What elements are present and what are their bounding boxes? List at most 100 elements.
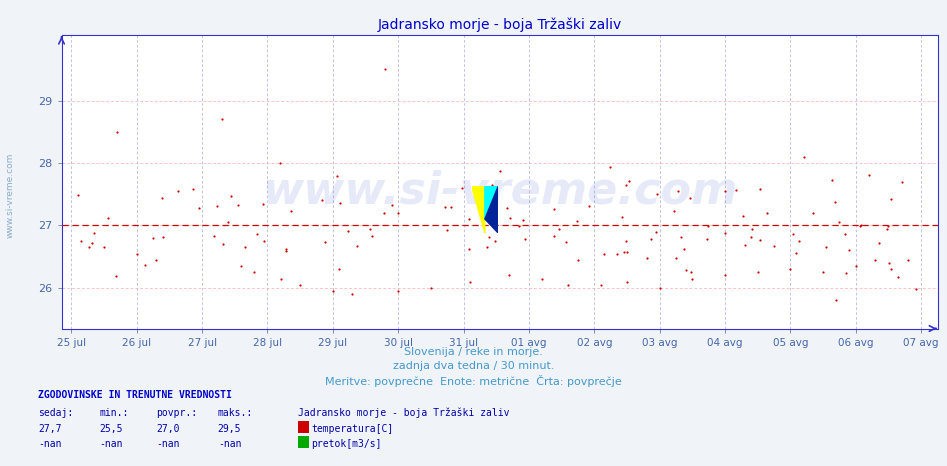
Point [502, 215, 517, 222]
Point [738, 241, 753, 248]
Point [670, 187, 686, 195]
Point [71, 191, 86, 199]
Point [170, 187, 186, 195]
Point [717, 229, 732, 237]
Point [155, 233, 170, 240]
Point [325, 288, 340, 295]
Text: www.si-vreme.com: www.si-vreme.com [6, 153, 15, 239]
Point [129, 250, 144, 257]
Point [376, 210, 391, 217]
Point [515, 217, 530, 224]
Point [908, 285, 923, 293]
Point [250, 230, 265, 238]
Point [581, 203, 597, 210]
Point [766, 242, 781, 250]
Point [621, 177, 636, 185]
Point [884, 266, 899, 273]
Point [488, 237, 503, 245]
Point [485, 181, 500, 189]
Point [610, 251, 625, 258]
Point [829, 296, 844, 303]
Point [667, 207, 682, 215]
Point [718, 272, 733, 279]
Point [685, 275, 700, 282]
Point [792, 238, 807, 245]
Point [330, 172, 345, 180]
Point [728, 186, 743, 193]
Point [676, 245, 691, 253]
Point [455, 185, 470, 192]
Point [220, 219, 235, 226]
Point [736, 212, 751, 219]
Point [619, 238, 634, 245]
Point [230, 201, 245, 209]
Point [842, 246, 857, 254]
Point [215, 240, 230, 247]
Point [97, 244, 112, 251]
Point [570, 218, 585, 225]
Point [901, 256, 916, 264]
Text: maks.:: maks.: [218, 408, 253, 418]
Polygon shape [485, 186, 498, 219]
Point [684, 268, 699, 275]
Point [247, 268, 262, 276]
Point [819, 244, 834, 251]
Point [616, 248, 632, 255]
Text: 29,5: 29,5 [218, 425, 241, 434]
Point [652, 284, 668, 292]
Point [673, 233, 688, 240]
Point [783, 266, 798, 273]
Point [108, 272, 123, 280]
Point [546, 232, 562, 240]
Text: 27,7: 27,7 [38, 425, 62, 434]
Point [278, 247, 294, 255]
Point [317, 238, 332, 246]
Text: min.:: min.: [99, 408, 129, 418]
Point [293, 281, 308, 288]
Point [880, 226, 895, 233]
Point [273, 275, 288, 282]
Point [881, 259, 896, 267]
Text: temperatura[C]: temperatura[C] [312, 425, 394, 434]
Point [788, 249, 803, 257]
Point [331, 266, 347, 273]
Point [650, 190, 665, 198]
Point [699, 235, 714, 243]
Text: -nan: -nan [38, 439, 62, 449]
Point [100, 214, 116, 222]
Point [363, 225, 378, 232]
Point [602, 164, 617, 171]
Point [238, 243, 253, 250]
Point [618, 181, 634, 188]
Point [384, 202, 400, 209]
Point [284, 208, 299, 215]
Point [209, 202, 224, 209]
Title: Jadransko morje - boja Tržaški zaliv: Jadransko morje - boja Tržaški zaliv [378, 18, 621, 33]
Point [815, 268, 831, 276]
Point [881, 223, 896, 230]
Point [546, 206, 562, 213]
Point [743, 233, 759, 241]
Point [805, 209, 820, 216]
Point [752, 237, 767, 244]
Point [894, 178, 909, 185]
Point [332, 199, 348, 207]
Point [214, 116, 229, 123]
Point [341, 227, 356, 234]
Point [717, 188, 732, 195]
Text: 27,0: 27,0 [156, 425, 180, 434]
Point [137, 261, 152, 269]
Point [257, 238, 272, 245]
Text: Slovenija / reke in morje.: Slovenija / reke in morje. [404, 347, 543, 357]
Point [365, 232, 380, 240]
Point [110, 128, 125, 136]
Point [378, 66, 393, 73]
Point [502, 272, 517, 279]
Point [744, 226, 759, 233]
Point [314, 196, 330, 204]
Text: ZGODOVINSKE IN TRENUTNE VREDNOSTI: ZGODOVINSKE IN TRENUTNE VREDNOSTI [38, 391, 232, 400]
Text: www.si-vreme.com: www.si-vreme.com [261, 169, 738, 212]
Point [272, 159, 287, 167]
Point [867, 256, 883, 263]
Text: -nan: -nan [99, 439, 123, 449]
